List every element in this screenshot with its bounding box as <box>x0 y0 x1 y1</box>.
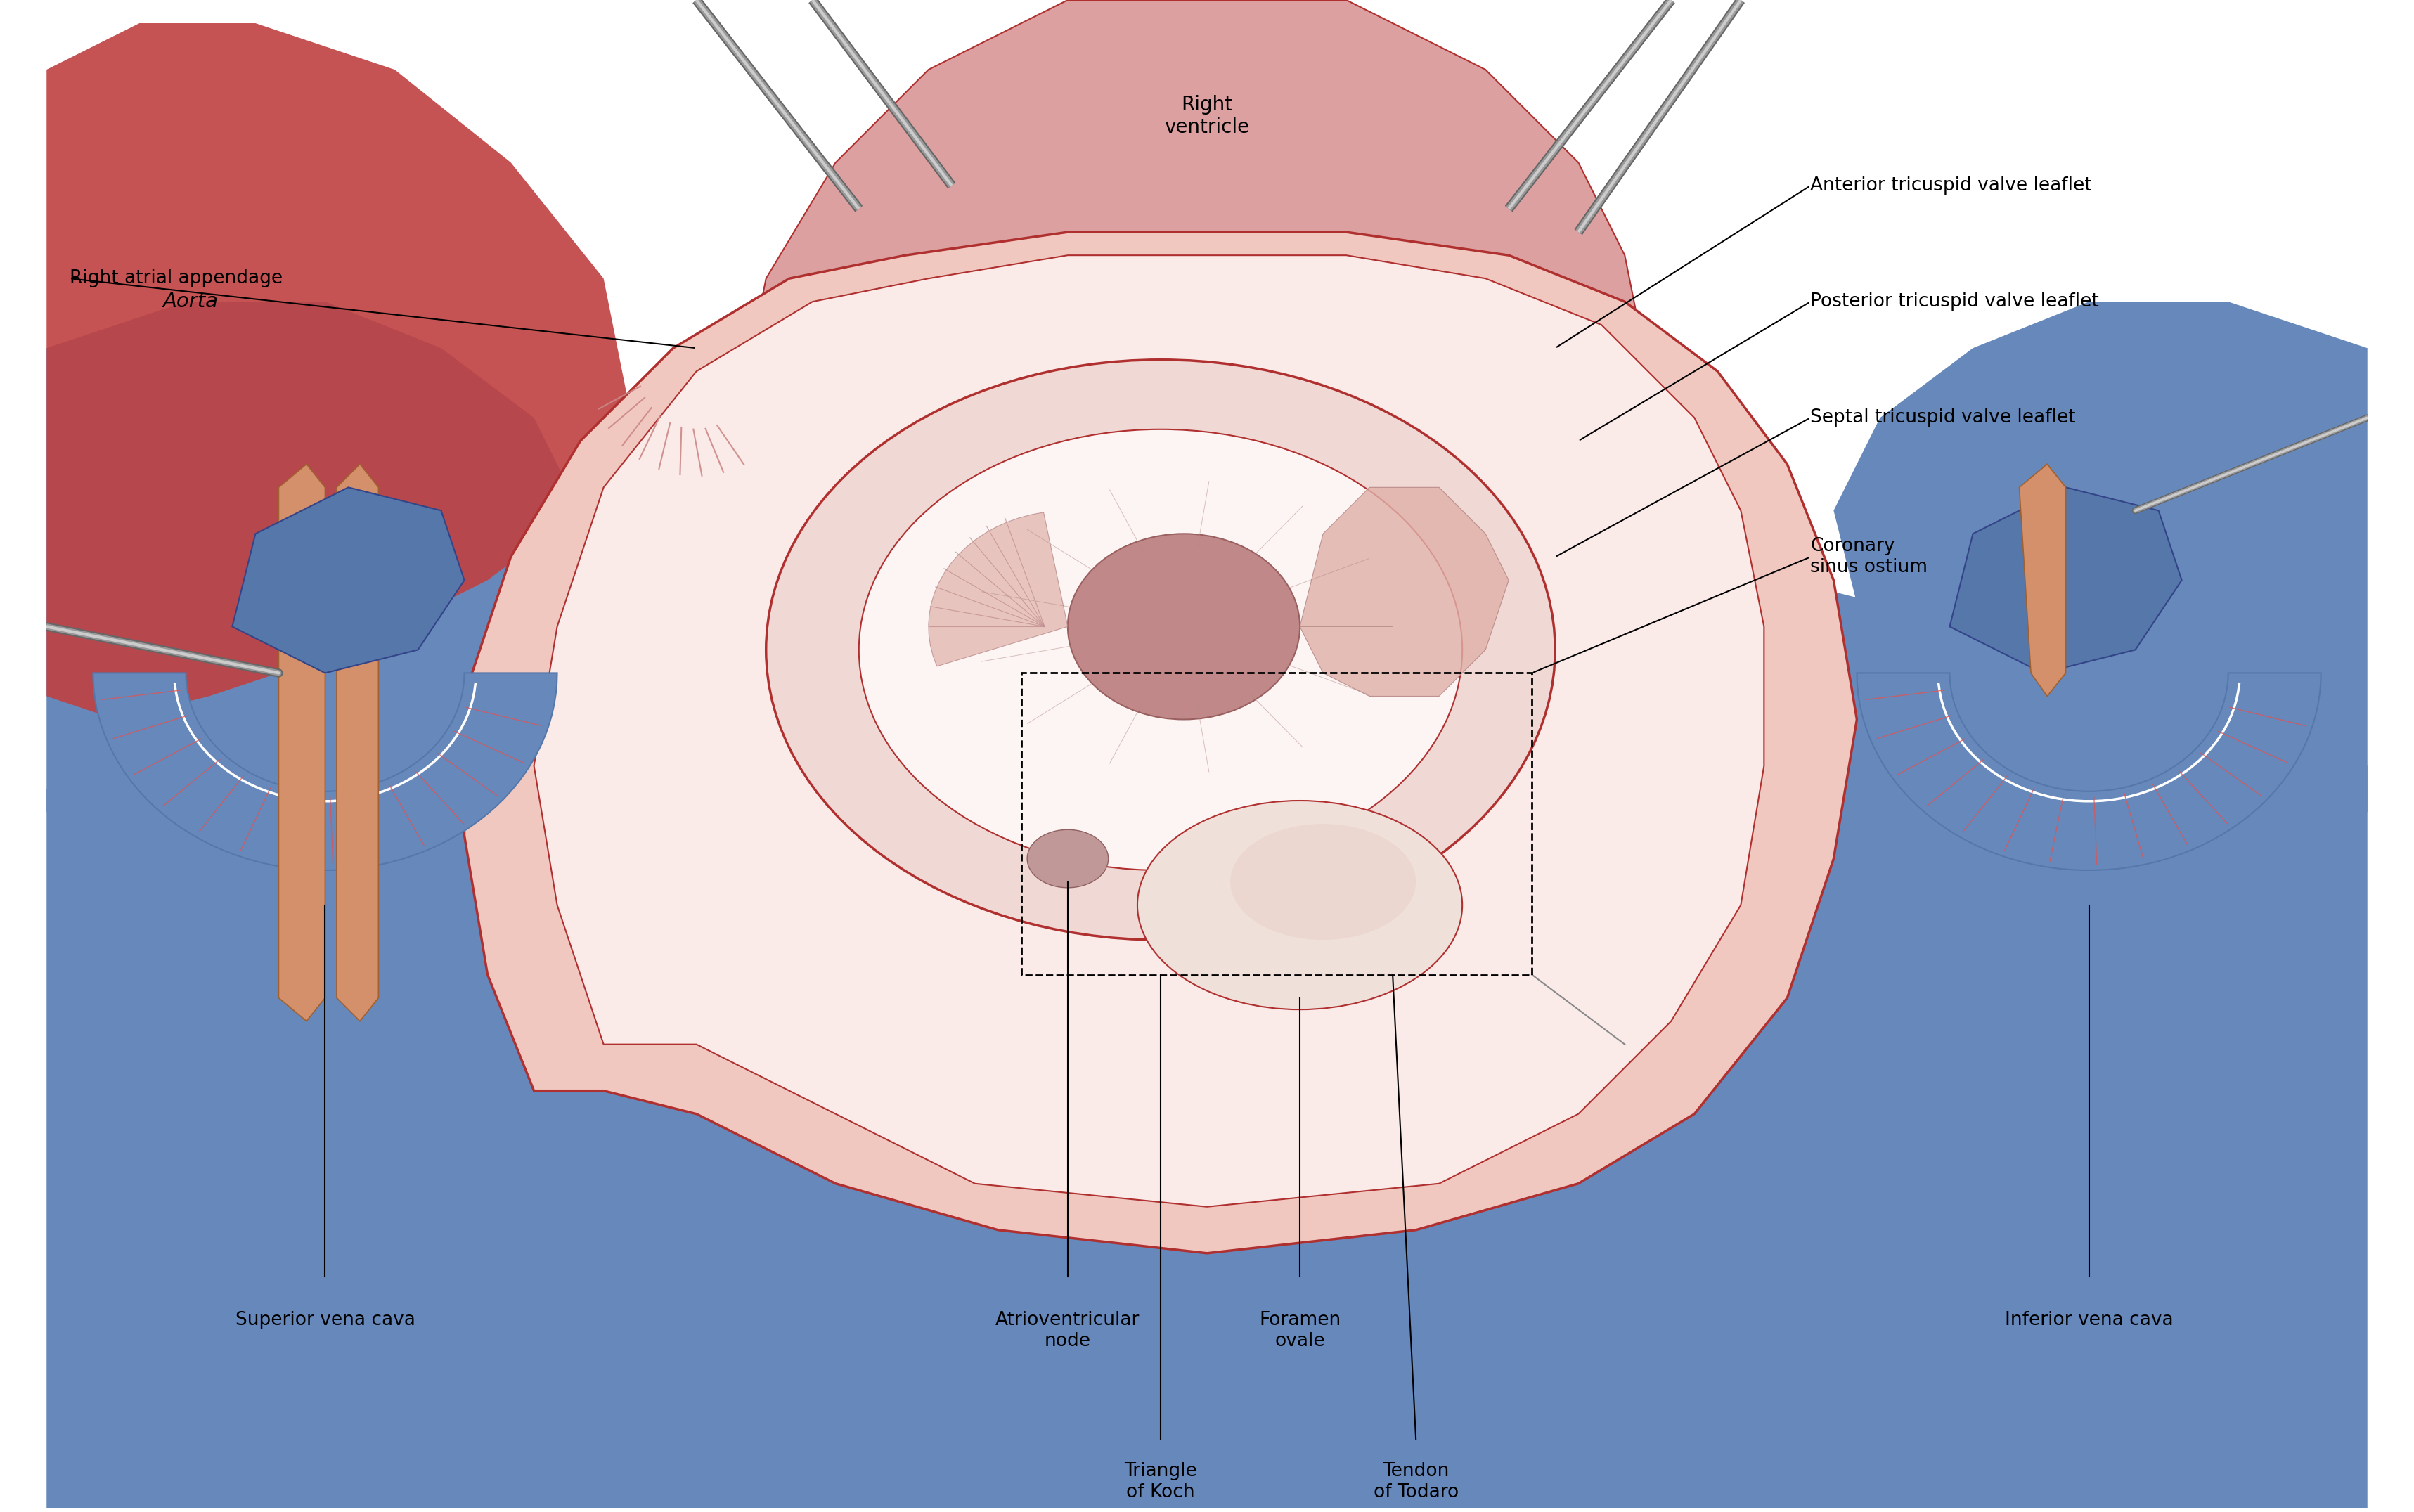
Polygon shape <box>1856 673 2320 871</box>
Text: Posterior tricuspid valve leaflet: Posterior tricuspid valve leaflet <box>1810 292 2100 311</box>
Text: Atrioventricular
node: Atrioventricular node <box>995 1311 1139 1350</box>
Polygon shape <box>232 487 463 673</box>
Text: Triangle
of Koch: Triangle of Koch <box>1125 1462 1197 1501</box>
Text: Coronary
sinus ostium: Coronary sinus ostium <box>1810 537 1929 576</box>
Polygon shape <box>46 23 628 720</box>
Text: Superior vena cava: Superior vena cava <box>234 1311 415 1329</box>
Polygon shape <box>336 464 379 1021</box>
Text: Anterior tricuspid valve leaflet: Anterior tricuspid valve leaflet <box>1810 177 2093 195</box>
Ellipse shape <box>1231 824 1417 940</box>
Polygon shape <box>46 581 2368 1509</box>
Polygon shape <box>533 256 1765 1207</box>
Polygon shape <box>929 513 1067 667</box>
Text: Foramen
ovale: Foramen ovale <box>1260 1311 1340 1350</box>
Polygon shape <box>463 231 1856 1253</box>
Ellipse shape <box>1137 801 1463 1010</box>
Polygon shape <box>744 0 1649 534</box>
Ellipse shape <box>1026 830 1108 888</box>
Polygon shape <box>46 302 579 998</box>
Ellipse shape <box>859 429 1463 871</box>
Text: Right atrial appendage: Right atrial appendage <box>70 269 282 287</box>
Text: Septal tricuspid valve leaflet: Septal tricuspid valve leaflet <box>1810 408 2076 426</box>
Ellipse shape <box>1067 534 1299 720</box>
Polygon shape <box>2018 464 2066 696</box>
Text: Inferior vena cava: Inferior vena cava <box>2004 1311 2173 1329</box>
Polygon shape <box>1951 487 2182 673</box>
Polygon shape <box>278 464 326 1021</box>
Polygon shape <box>1299 487 1509 696</box>
Ellipse shape <box>765 360 1555 940</box>
Text: Aorta: Aorta <box>162 292 217 311</box>
Text: Tendon
of Todaro: Tendon of Todaro <box>1374 1462 1458 1501</box>
Text: Right
ventricle: Right ventricle <box>1164 95 1250 138</box>
Polygon shape <box>94 673 558 871</box>
Polygon shape <box>1835 302 2368 998</box>
